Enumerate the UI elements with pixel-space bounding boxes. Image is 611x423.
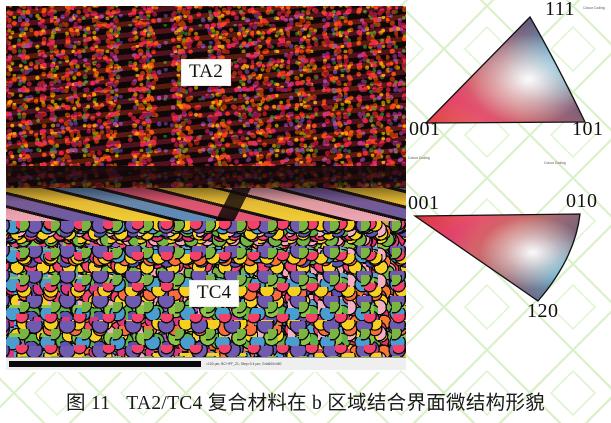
ipf-hex-label-010: 010 — [566, 190, 598, 212]
ta2-fine-grain-region — [6, 6, 406, 196]
figure-caption-text: TA2/TC4 复合材料在 b 区域结合界面微结构形貌 — [126, 393, 546, 414]
scale-bar: =100 μm; BC+IPF_Z1; Step=0.4 μm; Grid600… — [6, 357, 406, 370]
bonding-interface — [6, 166, 406, 225]
ipf-hex-label-001: 001 — [408, 192, 440, 214]
ipf-cubic-label-111: 111 — [545, 0, 576, 20]
ipf-hex-note: Colour Coding — [544, 161, 566, 165]
figure-caption: 图 11 TA2/TC4 复合材料在 b 区域结合界面微结构形貌 — [0, 386, 611, 415]
ipf-cubic-label-001: 001 — [409, 118, 441, 140]
ipf-triangle-hexagonal[interactable]: 001 010 120 Colour Coding — [405, 161, 611, 328]
figure-caption-number: 图 11 — [65, 393, 111, 414]
ta2-grain-texture — [6, 6, 406, 196]
phase-label-tc4: TC4 — [189, 280, 240, 307]
phase-label-ta2: TA2 — [181, 59, 231, 86]
ipf-cubic-note-alt: Colour Coding — [408, 156, 430, 160]
figure-body: TA2 TC4 =100 μm; BC+IPF_Z1; Step=0.4 μm;… — [6, 0, 611, 370]
ipf-hex-label-120: 120 — [527, 300, 559, 322]
scale-bar-line — [9, 361, 201, 367]
ipf-cubic-note: Colour Coding — [583, 6, 605, 10]
ta2-banding-texture — [6, 6, 406, 196]
ipf-cubic-label-101: 101 — [572, 118, 604, 140]
ebsd-orientation-map[interactable]: TA2 TC4 =100 μm; BC+IPF_Z1; Step=0.4 μm;… — [6, 6, 406, 370]
ipf-triangle-cubic[interactable]: 001 101 111 Colour Coding Colour Coding — [405, 0, 611, 160]
scale-bar-caption: =100 μm; BC+IPF_Z1; Step=0.4 μm; Grid600… — [206, 362, 282, 366]
